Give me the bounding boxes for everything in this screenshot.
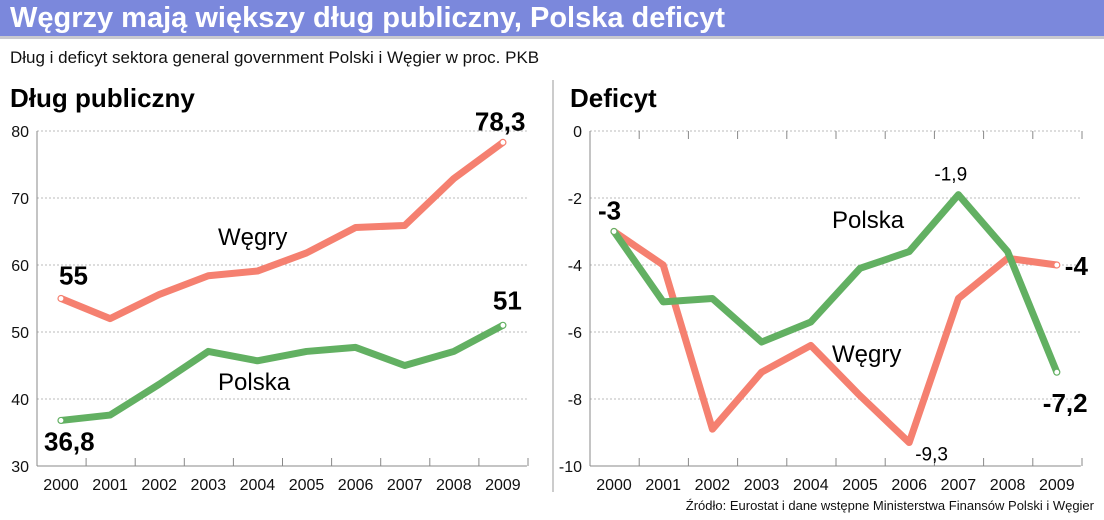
x-tick-label: 2002 xyxy=(695,477,731,494)
endpoint-marker xyxy=(1053,368,1061,376)
y-tick-label: 60 xyxy=(11,258,29,275)
data-label: -7,2 xyxy=(1043,388,1088,418)
y-tick-label: -10 xyxy=(559,459,582,476)
chart-title: Deficyt xyxy=(570,83,657,113)
x-tick-label: 2003 xyxy=(191,477,227,494)
x-tick-label: 2008 xyxy=(436,477,472,494)
x-tick-label: 2009 xyxy=(485,477,521,494)
endpoint-marker xyxy=(610,227,618,236)
series-label: Polska xyxy=(218,369,291,396)
series-line-poland xyxy=(611,191,1061,374)
x-tick-label: 2006 xyxy=(891,477,927,494)
x-tick-label: 2005 xyxy=(842,477,878,494)
data-label: -1,9 xyxy=(934,165,967,186)
y-tick-label: 70 xyxy=(11,191,29,208)
x-tick-label: 2001 xyxy=(645,477,681,494)
data-label: 78,3 xyxy=(475,106,526,136)
series-line-hungary xyxy=(59,139,505,323)
y-tick-label: -4 xyxy=(568,258,582,275)
y-tick-label: 0 xyxy=(573,124,582,141)
x-tick-label: 2004 xyxy=(240,477,276,494)
x-tick-label: 2000 xyxy=(43,477,79,494)
x-tick-label: 2001 xyxy=(92,477,128,494)
x-tick-label: 2000 xyxy=(596,477,632,494)
data-label: -3 xyxy=(598,196,621,226)
y-tick-label: 30 xyxy=(11,459,29,476)
data-label: 51 xyxy=(493,285,522,315)
source-note: Źródło: Eurostat i dane wstępne Minister… xyxy=(685,498,1094,513)
x-tick-label: 2007 xyxy=(387,477,423,494)
endpoint-marker xyxy=(57,294,65,303)
y-tick-label: 50 xyxy=(11,325,29,342)
y-tick-label: 80 xyxy=(11,124,29,141)
x-tick-label: 2009 xyxy=(1039,477,1075,494)
series-label: Węgry xyxy=(218,224,287,251)
title-bar: Węgrzy mają większy dług publiczny, Pols… xyxy=(0,0,1104,39)
data-label: 55 xyxy=(59,261,88,291)
data-label: -4 xyxy=(1065,251,1089,281)
x-tick-label: 2004 xyxy=(793,477,829,494)
endpoint-marker xyxy=(1053,261,1061,269)
x-tick-label: 2006 xyxy=(338,477,374,494)
y-tick-label: 40 xyxy=(11,392,29,409)
x-tick-label: 2008 xyxy=(990,477,1026,494)
endpoint-marker xyxy=(57,416,65,425)
y-tick-label: -8 xyxy=(568,392,582,409)
endpoint-marker xyxy=(499,321,507,329)
x-tick-label: 2003 xyxy=(744,477,780,494)
series-label: Węgry xyxy=(832,341,901,368)
y-tick-label: -2 xyxy=(568,191,582,208)
data-label: -9,3 xyxy=(915,445,948,466)
x-tick-label: 2007 xyxy=(941,477,977,494)
series-line-poland xyxy=(60,322,505,424)
x-tick-label: 2002 xyxy=(141,477,177,494)
subtitle: Dług i deficyt sektora general governmen… xyxy=(10,48,540,67)
page-title: Węgrzy mają większy dług publiczny, Pols… xyxy=(10,2,726,34)
data-label: 36,8 xyxy=(44,426,95,456)
series-line-hungary xyxy=(612,228,1058,447)
chart-title: Dług publiczny xyxy=(10,83,195,113)
y-tick-label: -6 xyxy=(568,325,582,342)
endpoint-marker xyxy=(499,138,507,146)
x-tick-label: 2005 xyxy=(289,477,325,494)
series-label: Polska xyxy=(832,207,905,234)
